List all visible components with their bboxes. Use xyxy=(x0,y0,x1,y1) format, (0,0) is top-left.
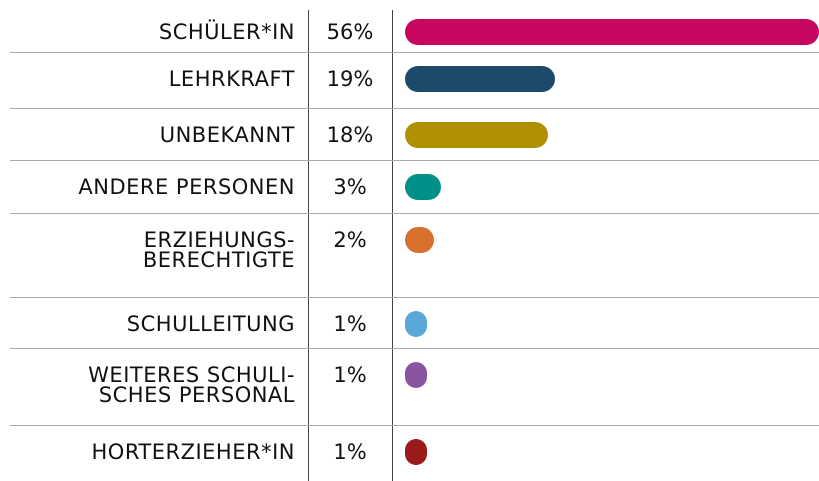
row-line xyxy=(10,348,819,349)
bar xyxy=(405,19,819,45)
row-line xyxy=(10,108,819,109)
divider xyxy=(308,10,309,481)
bar xyxy=(405,66,556,92)
category-label: ERZIEHUNGS- BERECHTIGTE xyxy=(142,228,295,272)
bar xyxy=(405,227,435,253)
category-label: SCHÜLER*IN xyxy=(158,20,295,44)
value-label: 56% xyxy=(326,20,374,44)
category-label: ANDERE PERSONEN xyxy=(78,175,295,199)
value-label: 1% xyxy=(333,312,367,336)
category-label: SCHULLEITUNG xyxy=(126,312,295,336)
value-label: 1% xyxy=(333,440,367,464)
row-line xyxy=(10,213,819,214)
value-label: 3% xyxy=(333,175,367,199)
bar xyxy=(405,311,428,337)
value-label: 18% xyxy=(326,123,374,147)
category-label: UNBEKANNT xyxy=(159,123,295,147)
row-line xyxy=(10,425,819,426)
row-line xyxy=(10,160,819,161)
bar xyxy=(405,362,428,388)
value-label: 19% xyxy=(326,67,374,91)
row-line xyxy=(10,297,819,298)
bar xyxy=(405,174,442,200)
category-label: HORTERZIEHER*IN xyxy=(91,440,295,464)
category-label: LEHRKRAFT xyxy=(168,67,295,91)
category-label: WEITERES SCHULI- SCHES PERSONAL xyxy=(88,363,295,407)
value-label: 1% xyxy=(333,363,367,387)
value-label: 2% xyxy=(333,228,367,252)
divider xyxy=(392,10,393,481)
bar xyxy=(405,122,549,148)
bar xyxy=(405,439,428,465)
row-line xyxy=(10,52,819,53)
